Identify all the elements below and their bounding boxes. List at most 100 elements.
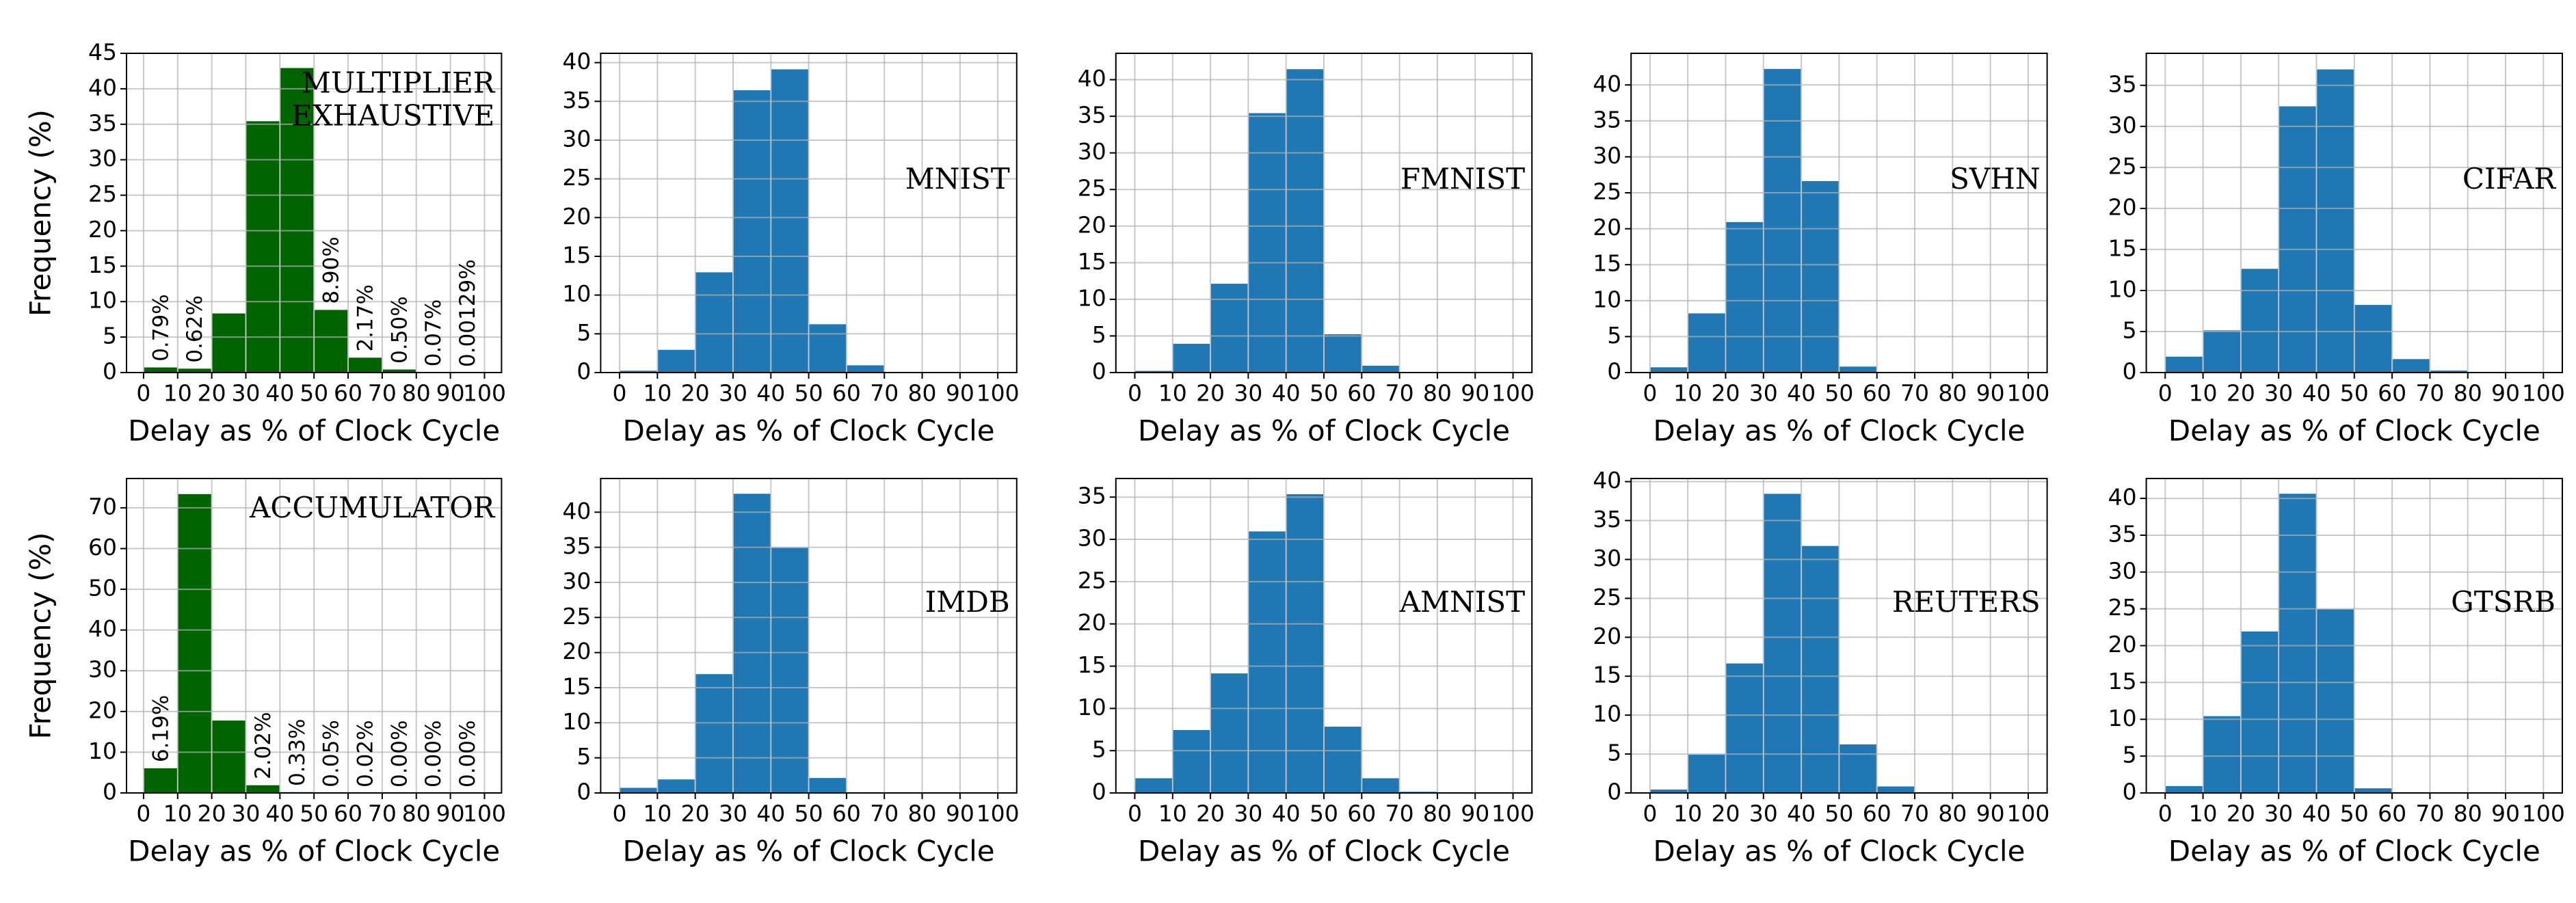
annotation: EXHAUSTIVE [291,99,494,133]
value-label: 6.19% [148,695,173,762]
x-tick-label: 90 [2491,380,2520,407]
x-tick-label: 100 [2006,800,2049,827]
x-tick-label: 40 [2302,800,2331,827]
x-tick-label: 20 [1711,800,1740,827]
x-tick-label: 10 [163,800,192,827]
y-tick-label: 0 [103,779,117,805]
y-tick-label: 50 [88,575,117,602]
bar [1172,729,1211,794]
x-tick-label: 30 [1234,800,1262,827]
x-tick-label: 100 [977,380,1020,407]
x-tick-label: 70 [1900,800,1929,827]
x-tick-label: 30 [1234,380,1262,407]
y-tick-label: 15 [1078,651,1106,678]
x-tick-label: 40 [1787,380,1816,407]
x-tick-label: 80 [2454,800,2482,827]
bar [1801,545,1840,794]
x-tick-label: 0 [613,800,627,827]
value-label: 0.79% [148,294,173,361]
y-tick-label: 10 [1593,701,1621,727]
y-tick-label: 25 [562,164,591,191]
y-tick-label: 0 [2123,358,2137,385]
x-tick-label: 20 [681,800,710,827]
bar [1838,365,1878,373]
x-axis-label: Delay as % of Clock Cycle [1138,835,1510,868]
x-tick-label: 20 [1196,800,1225,827]
bar [1649,366,1688,373]
y-tick-label: 30 [88,656,117,683]
bar [1247,530,1287,794]
x-tick-label: 30 [1749,800,1778,827]
x-tick-label: 40 [756,800,785,827]
x-tick-label: 30 [1749,380,1778,407]
x-tick-label: 10 [2189,380,2218,407]
axes-frame [2145,53,2564,373]
y-tick-label: 5 [576,743,591,770]
y-tick-label: 30 [562,125,591,152]
x-tick-label: 0 [1643,380,1657,407]
x-tick-label: 30 [231,380,260,407]
y-tick-label: 20 [1078,609,1106,636]
y-axis-label: Frequency (%) [24,532,57,739]
bar [1323,725,1363,794]
x-tick-label: 90 [1461,380,1489,407]
bar [1210,282,1249,373]
x-axis-label: Delay as % of Clock Cycle [623,414,995,448]
x-tick-label: 50 [1824,800,1853,827]
bar [808,323,847,373]
x-tick-label: 80 [908,380,937,407]
bar [1763,68,1802,373]
x-tick-label: 10 [643,800,672,827]
bar [694,673,734,794]
y-tick-label: 10 [2108,705,2137,731]
x-tick-label: 90 [1461,800,1489,827]
x-tick-label: 30 [719,380,747,407]
bar [1838,743,1878,794]
bar [1172,342,1211,373]
x-tick-label: 0 [2158,800,2173,827]
x-axis-label: Delay as % of Clock Cycle [1653,414,2025,448]
y-tick-label: 5 [1607,740,1621,766]
bar [732,89,772,373]
y-tick-label: 10 [562,280,591,307]
y-tick-label: 35 [2108,70,2137,97]
y-tick-label: 25 [1593,178,1621,205]
y-tick-label: 30 [1078,525,1106,552]
x-tick-label: 50 [1310,800,1338,827]
x-tick-label: 100 [1491,800,1535,827]
y-tick-label: 25 [562,603,591,630]
y-tick-label: 40 [88,74,117,100]
axes-frame [1115,53,1533,373]
y-tick-label: 15 [1593,662,1621,688]
bar [143,366,178,373]
axes-frame [600,53,1018,373]
y-tick-label: 25 [2108,594,2137,621]
y-tick-label: 0 [103,358,117,385]
y-tick-label: 20 [1593,623,1621,649]
y-tick-label: 10 [88,287,117,314]
x-tick-label: 20 [2227,800,2255,827]
bar [313,308,349,373]
value-label: 0.00% [421,720,446,787]
y-tick-label: 25 [1078,567,1106,593]
value-label: 0.62% [183,295,207,362]
y-tick-label: 15 [2108,234,2137,261]
x-tick-label: 60 [334,380,362,407]
x-tick-label: 20 [1711,380,1740,407]
x-tick-label: 40 [2302,380,2331,407]
axes-frame [600,478,1018,794]
bar [211,312,247,373]
x-tick-label: 10 [1158,380,1187,407]
x-tick-label: 40 [1272,800,1301,827]
x-tick-label: 40 [265,800,294,827]
y-tick-label: 5 [1092,736,1106,763]
bar [694,271,734,373]
bar [1134,777,1173,794]
x-tick-label: 90 [436,380,465,407]
value-label: 0.50% [387,296,412,363]
x-tick-label: 80 [402,380,431,407]
x-tick-label: 20 [1196,380,1225,407]
x-tick-label: 80 [1938,800,1967,827]
y-tick-label: 40 [88,615,117,642]
